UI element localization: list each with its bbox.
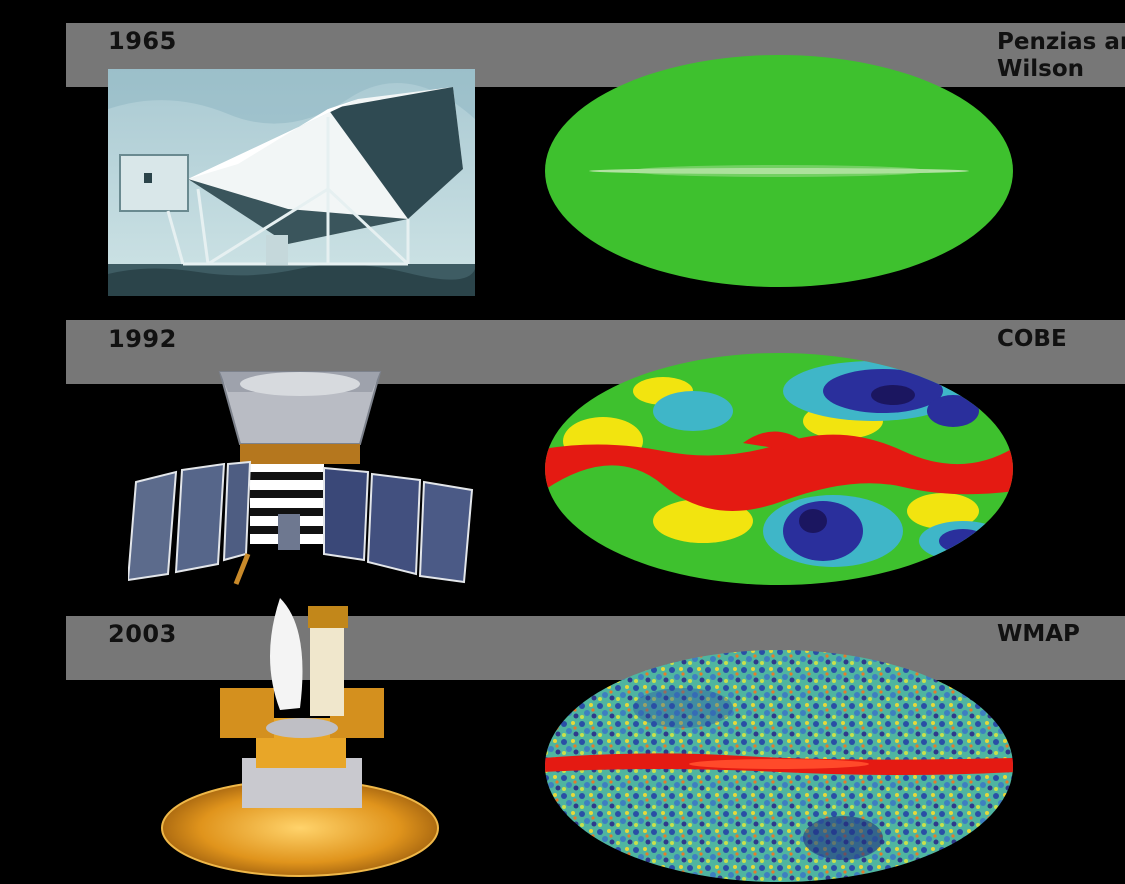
year-label-1992: 1992 [108,325,177,353]
cobe-anisotropy-map [545,353,1013,585]
observer-label-line1: Penzias and [997,29,1125,55]
observer-label-1992: COBE [997,326,1067,352]
row-band-2003 [66,616,1125,680]
wmap-satellite [161,598,439,877]
observer-label-2003: WMAP [997,621,1080,647]
cobe-satellite [128,371,474,585]
wmap-anisotropy-map [545,650,1013,882]
year-label-1965: 1965 [108,27,177,55]
year-label-2003: 2003 [108,620,177,648]
observer-label-line2: Wilson [997,56,1085,82]
observer-label-1965: Penzias and Wilson [997,29,1125,83]
horn-antenna-photo [108,69,475,296]
uniform-green-sky-map [545,55,1013,287]
